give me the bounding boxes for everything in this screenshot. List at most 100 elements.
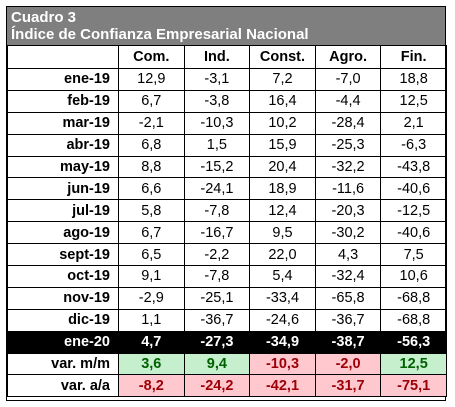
value-cell: -10,3 (183, 111, 251, 135)
value-cell: 6,6 (118, 177, 185, 201)
value-cell: 9,1 (118, 265, 185, 288)
row-label: feb-19 (7, 89, 119, 113)
value-cell: -36,7 (314, 308, 382, 332)
table-subtitle: Índice de Confianza Empresarial Nacional (11, 26, 309, 43)
value-cell: -24,2 (183, 374, 251, 398)
row-label: ene-19 (7, 68, 119, 91)
value-cell: 10,6 (380, 265, 447, 288)
value-cell: 20,4 (249, 155, 316, 179)
row-label: ago-19 (7, 221, 119, 245)
value-cell: -30,2 (314, 221, 382, 245)
row-label: ene-20 (7, 330, 119, 354)
column-header: Com. (118, 45, 185, 69)
value-cell: -75,1 (380, 374, 447, 398)
summary-row: var. m/m 3,6 9,4 -10,3 -2,0 12,5 (7, 352, 447, 376)
table-row: ene-19 12,9 -3,1 7,2 -7,0 18,8 (7, 68, 447, 91)
value-cell: 3,6 (118, 352, 185, 376)
value-cell: -3,8 (183, 89, 251, 113)
value-cell: 16,4 (249, 89, 316, 113)
value-cell: -16,7 (183, 221, 251, 245)
column-header: Agro. (314, 45, 382, 69)
column-header-row: Com. Ind. Const. Agro. Fin. (7, 45, 447, 69)
value-cell: 5,4 (249, 265, 316, 288)
value-cell: -2,9 (118, 286, 185, 310)
value-cell: -68,8 (380, 308, 447, 332)
value-cell: 8,8 (118, 155, 185, 179)
value-cell: -2,0 (314, 352, 382, 376)
table-frame: Cuadro 3 Índice de Confianza Empresarial… (6, 6, 447, 401)
value-cell: -4,4 (314, 89, 382, 113)
value-cell: -6,3 (380, 133, 447, 157)
table-row: feb-19 6,7 -3,8 16,4 -4,4 12,5 (7, 89, 447, 113)
value-cell: 4,3 (314, 243, 382, 267)
table-body: ene-19 12,9 -3,1 7,2 -7,0 18,8 feb-19 6,7 -3,8 16… (7, 68, 447, 398)
value-cell: 18,9 (249, 177, 316, 201)
value-cell: -34,9 (249, 330, 316, 354)
row-label: mar-19 (7, 111, 119, 135)
value-cell: -31,7 (314, 374, 382, 398)
value-cell: -7,8 (183, 265, 251, 288)
value-cell: -28,4 (314, 111, 382, 135)
value-cell: -2,2 (183, 243, 251, 267)
table-row: nov-19 -2,9 -25,1 -33,4 -65,8 -68,8 (7, 286, 447, 310)
table-row: sept-19 6,5 -2,2 22,0 4,3 7,5 (7, 243, 447, 267)
value-cell: 22,0 (249, 243, 316, 267)
value-cell: 7,5 (380, 243, 447, 267)
row-label: dic-19 (7, 308, 119, 332)
value-cell: -20,3 (314, 199, 382, 223)
value-cell: -25,1 (183, 286, 251, 310)
table-header: Cuadro 3 Índice de Confianza Empresarial… (7, 7, 445, 45)
value-cell: -7,8 (183, 199, 251, 223)
summary-row: var. a/a -8,2 -24,2 -42,1 -31,7 -75,1 (7, 374, 447, 398)
value-cell: 2,1 (380, 111, 447, 135)
row-label: sept-19 (7, 243, 119, 267)
table-row: jul-19 5,8 -7,8 12,4 -20,3 -12,5 (7, 199, 447, 223)
value-cell: -24,6 (249, 308, 316, 332)
value-cell: -11,6 (314, 177, 382, 201)
row-label: may-19 (7, 155, 119, 179)
column-header: Fin. (380, 45, 447, 69)
corner-cell (7, 45, 119, 69)
value-cell: -38,7 (314, 330, 382, 354)
value-cell: -27,3 (183, 330, 251, 354)
row-label: jul-19 (7, 199, 119, 223)
value-cell: 6,7 (118, 89, 185, 113)
value-cell: 6,8 (118, 133, 185, 157)
row-label: abr-19 (7, 133, 119, 157)
column-header: Ind. (183, 45, 251, 69)
table-row: may-19 8,8 -15,2 20,4 -32,2 -43,8 (7, 155, 447, 179)
value-cell: -33,4 (249, 286, 316, 310)
value-cell: -43,8 (380, 155, 447, 179)
value-cell: -32,2 (314, 155, 382, 179)
table-row: mar-19 -2,1 -10,3 10,2 -28,4 2,1 (7, 111, 447, 135)
value-cell: -40,6 (380, 221, 447, 245)
value-cell: -2,1 (118, 111, 185, 135)
value-cell: 1,5 (183, 133, 251, 157)
table-row: jun-19 6,6 -24,1 18,9 -11,6 -40,6 (7, 177, 447, 201)
value-cell: -65,8 (314, 286, 382, 310)
value-cell: -68,8 (380, 286, 447, 310)
column-header: Const. (249, 45, 316, 69)
value-cell: 6,7 (118, 221, 185, 245)
table-row: ago-19 6,7 -16,7 9,5 -30,2 -40,6 (7, 221, 447, 245)
value-cell: 12,4 (249, 199, 316, 223)
row-label: var. a/a (7, 374, 119, 398)
value-cell: -24,1 (183, 177, 251, 201)
value-cell: 9,5 (249, 221, 316, 245)
value-cell: -12,5 (380, 199, 447, 223)
table-row: abr-19 6,8 1,5 15,9 -25,3 -6,3 (7, 133, 447, 157)
table-row: dic-19 1,1 -36,7 -24,6 -36,7 -68,8 (7, 308, 447, 332)
value-cell: -8,2 (118, 374, 185, 398)
value-cell: 6,5 (118, 243, 185, 267)
value-cell: -42,1 (249, 374, 316, 398)
row-label: nov-19 (7, 286, 119, 310)
value-cell: -25,3 (314, 133, 382, 157)
highlight-row: ene-20 4,7 -27,3 -34,9 -38,7 -56,3 (7, 330, 447, 354)
value-cell: 12,5 (380, 89, 447, 113)
table-title: Cuadro 3 (11, 9, 77, 26)
row-label: jun-19 (7, 177, 119, 201)
value-cell: 12,9 (118, 68, 185, 91)
value-cell: -15,2 (183, 155, 251, 179)
value-cell: 7,2 (249, 68, 316, 91)
value-cell: 1,1 (118, 308, 185, 332)
